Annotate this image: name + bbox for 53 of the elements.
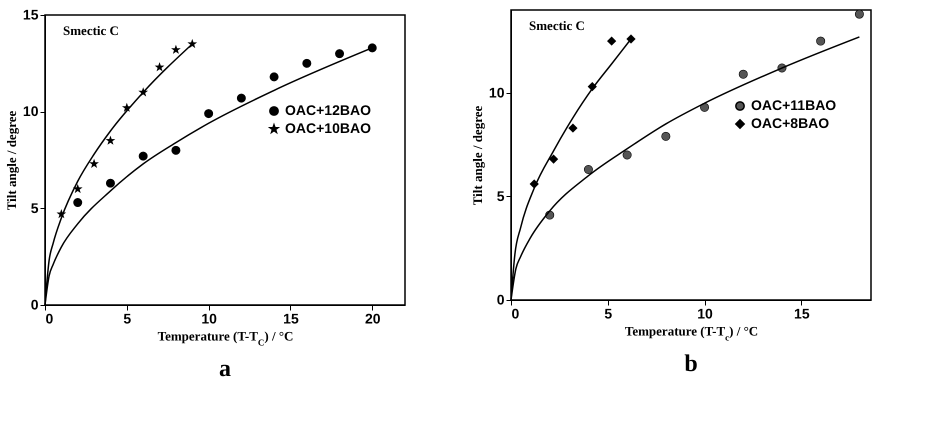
point — [568, 124, 578, 133]
point — [302, 58, 312, 68]
point — [106, 136, 115, 144]
x-tick-label: 10 — [201, 310, 218, 326]
y-tick-label: 10 — [22, 103, 39, 120]
point — [335, 49, 344, 58]
point — [73, 198, 82, 208]
point — [171, 146, 180, 155]
legend-label: OAC+10BAO — [285, 120, 372, 136]
point — [584, 165, 593, 174]
point — [549, 154, 558, 164]
point — [738, 70, 748, 79]
annotation: Smectic C — [63, 23, 119, 38]
point — [106, 178, 115, 188]
legend-label: OAC+12BAO — [285, 102, 372, 118]
y-tick-label: 0 — [496, 292, 505, 308]
point — [90, 159, 98, 168]
point — [700, 102, 710, 112]
y-tick-label: 15 — [22, 6, 39, 22]
point — [270, 72, 279, 82]
point — [155, 62, 164, 71]
point — [626, 34, 636, 44]
point — [172, 45, 180, 54]
y-tick-label: 5 — [30, 200, 39, 216]
x-tick-label: 5 — [123, 310, 132, 326]
point — [607, 36, 616, 46]
point — [816, 36, 826, 46]
point — [138, 152, 148, 161]
x-tick-label: 0 — [512, 306, 520, 322]
legend-label: OAC+11BAO — [751, 97, 836, 113]
point — [236, 94, 246, 103]
point — [73, 184, 82, 193]
y-axis-title: Tilt angle / degree — [470, 106, 485, 206]
y-tick-label: 10 — [488, 84, 505, 100]
point — [854, 10, 864, 19]
x-tick-label: 15 — [283, 310, 299, 326]
x-tick-label: 10 — [697, 306, 714, 322]
x-tick-label: 5 — [604, 306, 612, 322]
x-axis-title: Temperature (T-T$_{c}$) / °C — [624, 324, 758, 342]
point — [122, 103, 132, 112]
legend-label: OAC+8BAO — [751, 115, 830, 131]
point — [204, 109, 214, 118]
text: b — [684, 351, 698, 377]
point — [622, 150, 632, 160]
x-tick-label: 20 — [364, 310, 381, 326]
annotation: Smectic C — [529, 18, 585, 33]
y-axis-title: Tilt angle / degree — [4, 110, 19, 210]
point — [661, 132, 670, 141]
x-axis-title: Temperature (T-T$_{C}$) / °C — [158, 328, 294, 348]
y-tick-label: 5 — [496, 188, 505, 204]
x-tick-label: 0 — [46, 310, 54, 326]
text: a — [219, 356, 231, 382]
x-tick-label: 15 — [794, 306, 810, 322]
